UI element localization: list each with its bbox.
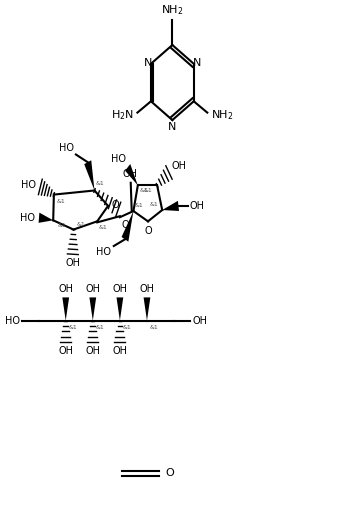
Text: &1: &1 [95,324,104,330]
Text: N: N [143,58,152,68]
Text: &1: &1 [140,188,148,193]
Text: HO: HO [96,247,111,257]
Polygon shape [62,298,69,321]
Text: O: O [165,468,174,478]
Polygon shape [38,213,53,223]
Text: &1: &1 [122,324,131,330]
Text: OH: OH [65,258,80,268]
Text: OH: OH [85,284,100,294]
Text: O: O [121,220,129,230]
Text: O: O [111,200,119,210]
Polygon shape [162,201,179,211]
Text: NH$_2$: NH$_2$ [161,3,184,17]
Text: &1: &1 [95,181,104,186]
Polygon shape [144,298,150,321]
Text: HO: HO [21,181,36,191]
Text: &1: &1 [77,222,86,227]
Text: OH: OH [58,284,73,294]
Polygon shape [125,164,138,185]
Text: &1: &1 [150,203,158,207]
Text: HO: HO [5,316,20,326]
Text: &1: &1 [143,188,152,193]
Text: &1: &1 [57,198,65,204]
Text: N: N [193,58,201,68]
Text: OH: OH [85,346,100,356]
Text: OH: OH [113,284,127,294]
Text: OH: OH [172,161,186,171]
Text: OH: OH [58,346,73,356]
Polygon shape [117,298,123,321]
Text: OH: OH [140,284,154,294]
Text: OH: OH [113,346,127,356]
Text: HO: HO [59,143,74,153]
Text: O: O [145,226,153,236]
Text: OH: OH [122,169,138,179]
Text: OH: OH [193,316,208,326]
Polygon shape [90,298,96,321]
Text: &1: &1 [150,324,158,330]
Text: &1: &1 [99,225,108,230]
Text: &1: &1 [57,223,66,228]
Text: N: N [168,122,177,132]
Text: &1: &1 [134,204,143,208]
Polygon shape [121,211,133,242]
Text: OH: OH [190,201,205,211]
Text: &1: &1 [69,324,77,330]
Text: HO: HO [20,213,35,223]
Text: NH$_2$: NH$_2$ [211,108,233,122]
Text: H$_2$N: H$_2$N [111,108,134,122]
Polygon shape [84,160,94,191]
Text: HO: HO [111,154,126,164]
